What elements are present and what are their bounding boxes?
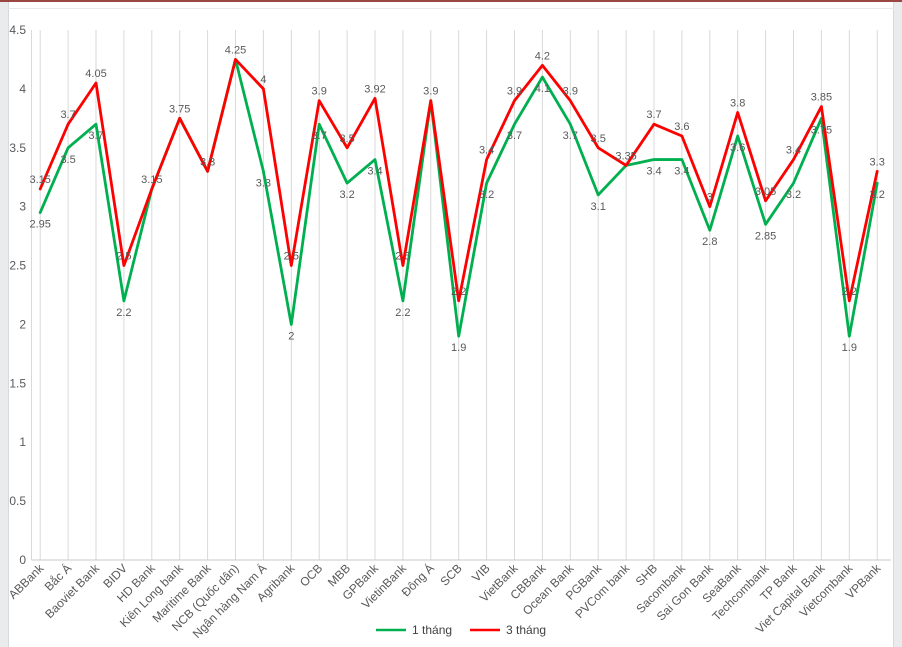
svg-text:2: 2	[19, 317, 26, 331]
legend: 1 tháng 3 tháng	[376, 623, 546, 637]
svg-text:3.3: 3.3	[256, 177, 271, 189]
svg-text:2.2: 2.2	[842, 286, 857, 298]
svg-text:3.15: 3.15	[29, 174, 50, 186]
svg-text:3.2: 3.2	[870, 189, 885, 201]
svg-text:4.1: 4.1	[535, 83, 550, 95]
svg-text:SCB: SCB	[437, 561, 464, 588]
svg-text:3.1: 3.1	[591, 201, 606, 213]
series-line-3-thang	[38, 58, 879, 303]
svg-text:VIB: VIB	[469, 561, 493, 585]
svg-text:3.5: 3.5	[9, 141, 26, 155]
chart-area-border	[8, 8, 894, 9]
svg-text:3.4: 3.4	[646, 166, 661, 178]
svg-text:3.15: 3.15	[141, 174, 162, 186]
svg-text:3.7: 3.7	[312, 130, 327, 142]
svg-text:3.85: 3.85	[811, 92, 832, 104]
svg-text:2.5: 2.5	[116, 251, 131, 263]
svg-text:3.7: 3.7	[507, 130, 522, 142]
svg-text:2.5: 2.5	[284, 251, 299, 263]
legend-item-1-thang: 1 tháng	[376, 623, 452, 637]
svg-text:4.2: 4.2	[535, 50, 550, 62]
svg-text:4: 4	[260, 74, 266, 86]
svg-text:3.35: 3.35	[615, 150, 636, 162]
svg-text:4.05: 4.05	[85, 68, 106, 80]
svg-text:2.5: 2.5	[395, 251, 410, 263]
svg-text:3.9: 3.9	[507, 86, 522, 98]
svg-text:3: 3	[707, 192, 713, 204]
svg-text:3.9: 3.9	[312, 86, 327, 98]
svg-text:2.95: 2.95	[29, 219, 50, 231]
svg-text:3.7: 3.7	[88, 130, 103, 142]
svg-text:2.2: 2.2	[451, 286, 466, 298]
svg-text:1.9: 1.9	[842, 342, 857, 354]
svg-text:3.5: 3.5	[591, 133, 606, 145]
left-edge-strip	[0, 2, 9, 647]
svg-text:3.2: 3.2	[479, 189, 494, 201]
svg-text:3.3: 3.3	[870, 156, 885, 168]
svg-text:3.6: 3.6	[674, 121, 689, 133]
svg-text:2.2: 2.2	[395, 307, 410, 319]
svg-text:3.8: 3.8	[730, 97, 745, 109]
y-axis-labels: 0 0.5 1 1.5 2 2.5 3 3.5 4 4.5	[9, 23, 26, 567]
svg-text:3.4: 3.4	[479, 145, 494, 157]
legend-item-3-thang: 3 tháng	[470, 623, 546, 637]
svg-text:3.6: 3.6	[730, 142, 745, 154]
svg-text:3.05: 3.05	[755, 186, 776, 198]
data-labels: 2.95 3.5 3.7 2.2 3.3 2 3.7 3.2 3.4 2.2 1.9 3.2 3.7 4.…	[29, 44, 884, 354]
svg-text:ABBank: ABBank	[6, 561, 47, 602]
svg-text:3.4: 3.4	[367, 166, 382, 178]
svg-text:1.9: 1.9	[451, 342, 466, 354]
svg-text:1: 1	[19, 435, 26, 449]
svg-text:4.5: 4.5	[9, 23, 26, 37]
svg-text:2.8: 2.8	[702, 236, 717, 248]
svg-text:2.85: 2.85	[755, 230, 776, 242]
svg-text:3.7: 3.7	[563, 130, 578, 142]
svg-text:0.5: 0.5	[9, 494, 26, 508]
svg-text:3.75: 3.75	[811, 124, 832, 136]
svg-text:3.7: 3.7	[60, 109, 75, 121]
svg-text:3.5: 3.5	[339, 133, 354, 145]
svg-text:2: 2	[288, 330, 294, 342]
svg-text:3.9: 3.9	[563, 86, 578, 98]
svg-text:3.92: 3.92	[364, 83, 385, 95]
svg-text:3.7: 3.7	[646, 109, 661, 121]
svg-text:3.5: 3.5	[60, 154, 75, 166]
svg-text:3: 3	[19, 200, 26, 214]
svg-text:4.25: 4.25	[225, 44, 246, 56]
svg-text:3.4: 3.4	[786, 145, 801, 157]
svg-text:OCB: OCB	[297, 561, 325, 589]
svg-text:4: 4	[19, 82, 26, 96]
svg-text:2.5: 2.5	[9, 259, 26, 273]
svg-text:0: 0	[19, 553, 26, 567]
svg-text:3.4: 3.4	[674, 166, 689, 178]
svg-text:3.75: 3.75	[169, 103, 190, 115]
legend-label: 1 tháng	[412, 623, 452, 637]
svg-text:3.2: 3.2	[786, 189, 801, 201]
right-edge-strip	[893, 2, 902, 647]
legend-label: 3 tháng	[506, 623, 546, 637]
svg-text:3.3: 3.3	[200, 156, 215, 168]
window-top-edge	[0, 0, 902, 2]
svg-text:2.2: 2.2	[116, 307, 131, 319]
svg-text:3.2: 3.2	[339, 189, 354, 201]
svg-text:1.5: 1.5	[9, 376, 26, 390]
svg-text:3.9: 3.9	[423, 86, 438, 98]
